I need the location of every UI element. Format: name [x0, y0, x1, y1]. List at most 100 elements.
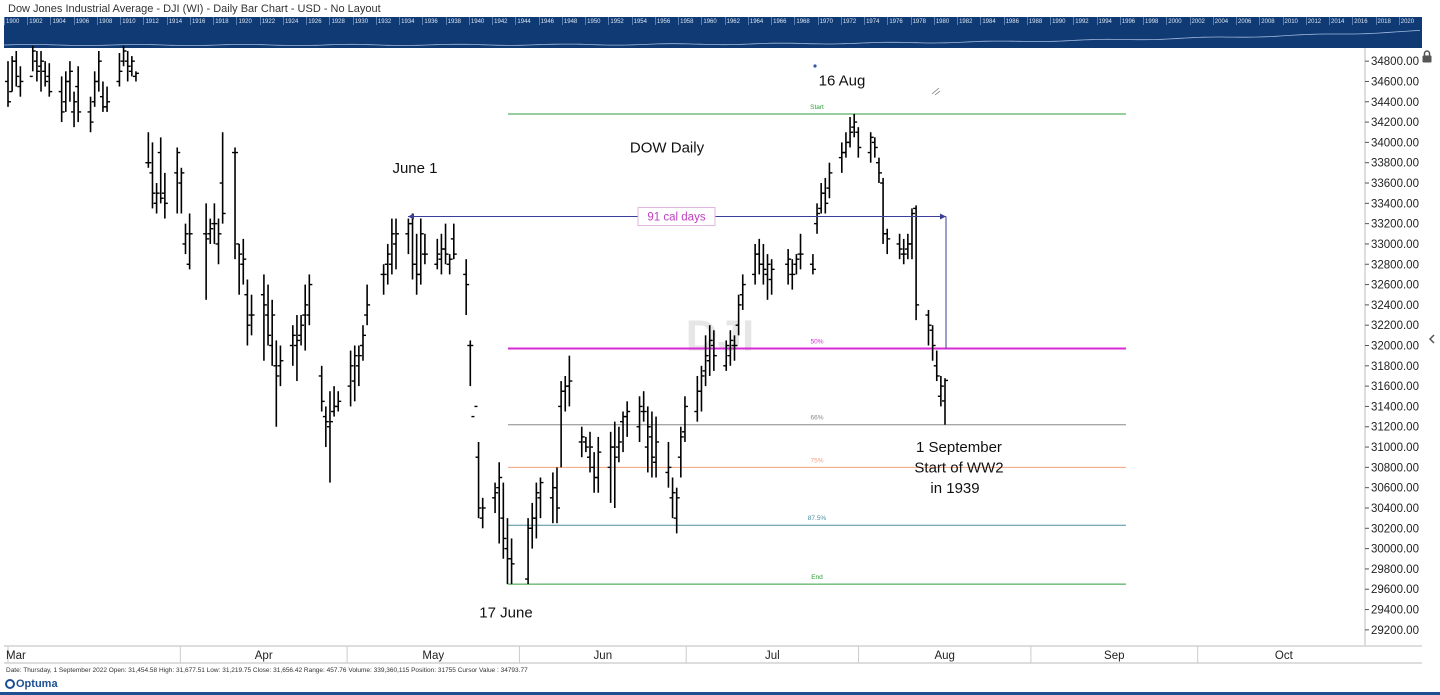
price-bar[interactable]: [681, 396, 688, 442]
price-bar[interactable]: [653, 416, 660, 478]
price-bar[interactable]: [764, 254, 771, 300]
price-bar[interactable]: [95, 51, 102, 92]
price-bar[interactable]: [335, 391, 342, 412]
chart-annotation[interactable]: Start of WW2: [914, 459, 1003, 476]
price-bar[interactable]: [248, 294, 255, 336]
price-bar[interactable]: [615, 426, 622, 463]
price-bar[interactable]: [529, 502, 536, 549]
price-bar[interactable]: [380, 264, 387, 295]
price-bar[interactable]: [471, 405, 478, 418]
price-bar[interactable]: [450, 223, 457, 260]
price-bar[interactable]: [298, 315, 305, 346]
price-bar[interactable]: [566, 355, 573, 407]
price-bar[interactable]: [479, 497, 486, 529]
price-bar[interactable]: [269, 299, 276, 366]
price-bar[interactable]: [591, 452, 598, 493]
price-bar[interactable]: [145, 132, 152, 168]
price-bar[interactable]: [694, 375, 701, 422]
price-bar[interactable]: [240, 238, 247, 285]
price-bar[interactable]: [549, 472, 556, 524]
price-bar[interactable]: [942, 378, 948, 425]
price-bar[interactable]: [492, 482, 499, 514]
price-bar[interactable]: [847, 117, 854, 148]
price-bar[interactable]: [87, 96, 94, 133]
price-bar[interactable]: [826, 162, 833, 199]
price-bar[interactable]: [62, 71, 69, 112]
price-bar[interactable]: [5, 61, 11, 107]
price-bar[interactable]: [640, 391, 647, 422]
price-bar[interactable]: [149, 142, 156, 209]
price-bar[interactable]: [937, 375, 944, 407]
price-bar[interactable]: [29, 45, 36, 78]
price-bar[interactable]: [504, 518, 511, 585]
price-bar[interactable]: [822, 177, 829, 214]
price-bar[interactable]: [388, 218, 395, 275]
price-bar[interactable]: [161, 172, 168, 219]
price-bar[interactable]: [128, 56, 135, 77]
resize-handle-icon[interactable]: [931, 87, 941, 96]
price-bar[interactable]: [851, 113, 858, 138]
price-bar[interactable]: [553, 467, 560, 524]
price-bar[interactable]: [752, 243, 759, 285]
price-bar[interactable]: [306, 274, 313, 326]
price-bar[interactable]: [116, 53, 123, 87]
price-bar[interactable]: [446, 254, 453, 275]
price-bar[interactable]: [326, 391, 333, 483]
price-bar[interactable]: [409, 213, 416, 280]
price-bar[interactable]: [359, 325, 366, 361]
price-bar[interactable]: [467, 340, 474, 387]
price-bar[interactable]: [735, 294, 742, 336]
price-bar[interactable]: [104, 86, 111, 112]
price-bar[interactable]: [636, 396, 643, 442]
price-bar[interactable]: [756, 238, 763, 275]
price-bar[interactable]: [182, 223, 189, 255]
price-bar[interactable]: [413, 233, 420, 295]
price-bar[interactable]: [644, 406, 651, 473]
price-bar[interactable]: [842, 132, 849, 158]
price-bar[interactable]: [273, 340, 280, 427]
price-bar[interactable]: [793, 254, 800, 275]
price-bar[interactable]: [132, 71, 139, 82]
price-bar[interactable]: [789, 259, 796, 290]
price-bar[interactable]: [925, 309, 932, 346]
price-bar[interactable]: [66, 61, 73, 102]
price-bar[interactable]: [318, 365, 325, 412]
price-bar[interactable]: [768, 259, 775, 295]
chart-annotation[interactable]: DOW Daily: [630, 140, 705, 157]
price-bar[interactable]: [867, 132, 874, 163]
price-bar[interactable]: [157, 137, 164, 204]
price-bar[interactable]: [669, 477, 676, 519]
chart-annotation[interactable]: 17 June: [479, 605, 532, 622]
price-bar[interactable]: [838, 142, 845, 173]
price-bar[interactable]: [673, 487, 680, 534]
price-bar[interactable]: [322, 406, 329, 448]
price-bar[interactable]: [475, 441, 482, 519]
price-bar[interactable]: [913, 205, 920, 321]
price-bar[interactable]: [702, 335, 709, 387]
price-bar[interactable]: [508, 538, 515, 585]
chart-annotation[interactable]: 1 September: [916, 439, 1002, 456]
price-bar[interactable]: [933, 350, 940, 382]
price-bar[interactable]: [871, 137, 878, 158]
price-bar[interactable]: [33, 51, 40, 82]
price-bar[interactable]: [723, 340, 730, 371]
price-bar[interactable]: [710, 330, 717, 371]
price-bar[interactable]: [17, 66, 24, 97]
price-bar[interactable]: [236, 243, 243, 295]
price-bar[interactable]: [706, 325, 713, 376]
price-bar[interactable]: [120, 45, 127, 67]
price-bar[interactable]: [785, 249, 792, 285]
price-bar[interactable]: [875, 157, 882, 184]
price-bar[interactable]: [739, 274, 746, 310]
price-bar[interactable]: [496, 462, 503, 544]
price-bar[interactable]: [417, 218, 424, 285]
price-bar[interactable]: [884, 228, 891, 255]
price-bar[interactable]: [293, 315, 300, 382]
price-bar[interactable]: [665, 441, 672, 488]
price-bar[interactable]: [347, 350, 354, 407]
price-bar[interactable]: [211, 203, 218, 244]
price-bar[interactable]: [351, 345, 358, 402]
price-bar[interactable]: [219, 132, 226, 224]
price-bar[interactable]: [215, 218, 222, 265]
price-bar[interactable]: [814, 203, 821, 234]
